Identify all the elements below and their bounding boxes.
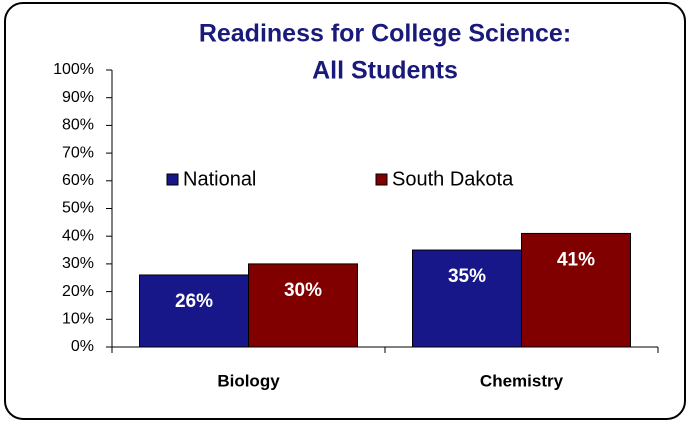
legend-label: National (183, 168, 256, 190)
bar (412, 249, 522, 348)
legend-swatch (375, 173, 388, 186)
legend-label: South Dakota (392, 168, 514, 190)
y-tick-label: 10% (62, 311, 94, 328)
x-tick-label: Biology (217, 371, 280, 390)
y-tick-label: 0% (71, 338, 94, 355)
y-tick-label: 80% (62, 117, 94, 134)
bar (139, 274, 249, 348)
value-label: 30% (284, 280, 322, 301)
value-label: 26% (175, 291, 213, 312)
legend-swatch (166, 173, 179, 186)
y-tick-label: 30% (62, 255, 94, 272)
chart-title: Readiness for College Science: (199, 20, 571, 48)
y-tick-label: 90% (62, 89, 94, 106)
y-tick-label: 70% (62, 144, 94, 161)
y-tick-label: 100% (53, 61, 94, 78)
y-tick-label: 60% (62, 172, 94, 189)
bar (521, 232, 631, 348)
chart-title: All Students (312, 57, 458, 85)
value-label: 41% (557, 249, 595, 270)
x-tick-label: Chemistry (480, 371, 564, 390)
value-label: 35% (448, 266, 486, 287)
bar (248, 263, 358, 348)
y-tick-label: 20% (62, 283, 94, 300)
y-tick-label: 50% (62, 200, 94, 217)
y-tick-label: 40% (62, 227, 94, 244)
